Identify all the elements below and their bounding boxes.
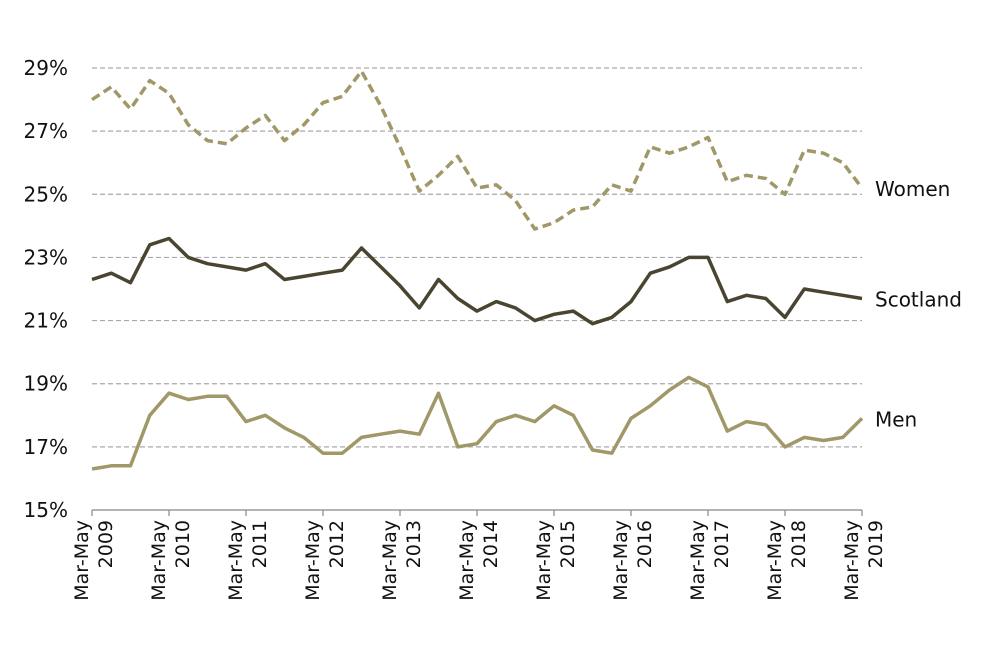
y-tick-label: 29%: [24, 56, 68, 80]
x-tick-label-period: Mar-May: [148, 520, 170, 601]
series-line-scotland: [91, 236, 863, 326]
x-tick-label-year: 2013: [403, 520, 425, 568]
x-tick-label-period: Mar-May: [533, 520, 555, 601]
x-tick-label-year: 2009: [95, 520, 117, 568]
series-label-women: Women: [875, 177, 950, 201]
x-tick-label-year: 2012: [326, 520, 348, 568]
x-tick-label-period: Mar-May: [687, 520, 709, 601]
y-tick-label: 15%: [24, 498, 68, 522]
x-tick-label-period: Mar-May: [71, 520, 93, 601]
x-tick-label-year: 2018: [788, 520, 810, 568]
series-line-men: [91, 375, 864, 471]
series-lines: [91, 69, 864, 471]
x-tick-label-period: Mar-May: [302, 520, 324, 601]
y-tick-label: 21%: [24, 309, 68, 333]
x-tick-label-year: 2014: [480, 520, 502, 568]
x-tick-label-period: Mar-May: [610, 520, 632, 601]
x-tick-label-period: Mar-May: [456, 520, 478, 601]
x-tick-label-period: Mar-May: [841, 520, 863, 601]
x-tick-label-period: Mar-May: [379, 520, 401, 601]
x-axis: Mar-May 2009 Mar-May 2010 Mar-May 2011 Mar-May…: [71, 510, 887, 601]
x-tick-label-year: 2017: [711, 520, 733, 568]
x-tick-label-year: 2011: [249, 520, 271, 568]
x-tick-label-year: 2015: [557, 520, 579, 568]
x-tick-label-year: 2016: [634, 520, 656, 568]
y-tick-label: 23%: [24, 245, 68, 269]
series-label-men: Men: [875, 407, 917, 431]
y-tick-label: 17%: [24, 435, 68, 459]
x-tick-label-year: 2019: [865, 520, 887, 568]
gridlines: [92, 67, 862, 511]
x-tick-label-year: 2010: [172, 520, 194, 568]
y-axis: 15% 17% 19% 21% 23% 25% 27% 29%: [24, 56, 68, 522]
series-labels: Women Scotland Men: [875, 177, 962, 431]
y-tick-label: 27%: [24, 119, 68, 143]
x-tick-label-period: Mar-May: [225, 520, 247, 601]
series-line-women: [91, 69, 864, 231]
x-tick-label-period: Mar-May: [764, 520, 786, 601]
y-tick-label: 25%: [24, 182, 68, 206]
series-label-scotland: Scotland: [875, 287, 962, 311]
y-tick-label: 19%: [24, 372, 68, 396]
